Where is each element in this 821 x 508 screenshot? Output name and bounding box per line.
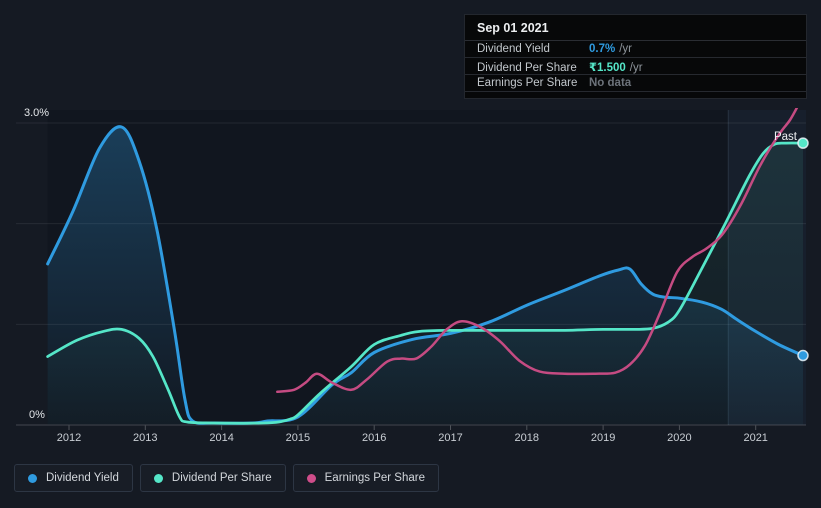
legend-item-dividend-yield[interactable]: Dividend Yield: [14, 464, 133, 492]
series-line-dividend-yield[interactable]: [46, 125, 805, 425]
tooltip-label: Earnings Per Share: [477, 77, 578, 89]
tooltip-value: ₹1.500: [589, 62, 626, 74]
chart-tooltip: Sep 01 2021 Dividend Yield 0.7% /yr Divi…: [464, 14, 807, 99]
end-dot-dividend-per-share[interactable]: [797, 137, 809, 149]
tooltip-row-dividend-yield: Dividend Yield 0.7% /yr: [465, 41, 806, 58]
x-tick-label-2013: 2013: [133, 432, 157, 444]
chart-legend: Dividend Yield Dividend Per Share Earnin…: [14, 464, 439, 492]
legend-label: Earnings Per Share: [324, 472, 425, 484]
x-tick-label-2018: 2018: [515, 432, 539, 444]
tooltip-row-earnings-per-share: Earnings Per Share No data: [465, 75, 806, 92]
tooltip-date: Sep 01 2021: [465, 15, 806, 41]
earnings-per-share-dot-icon: [306, 473, 316, 483]
tooltip-label: Dividend Per Share: [477, 62, 577, 74]
dividend-per-share-dot-icon: [153, 473, 163, 483]
tooltip-value: No data: [589, 77, 632, 89]
x-tick-label-2017: 2017: [438, 432, 462, 444]
x-tick-label-2019: 2019: [591, 432, 615, 444]
tooltip-label: Dividend Yield: [477, 43, 550, 55]
legend-label: Dividend Per Share: [171, 472, 272, 484]
area-fill-dividend-per-share: [47, 143, 804, 425]
x-tick-label-2016: 2016: [362, 432, 386, 444]
series-line-dividend-per-share[interactable]: [46, 141, 805, 425]
end-dot-dividend-yield[interactable]: [797, 349, 809, 362]
legend-item-dividend-per-share[interactable]: Dividend Per Share: [139, 464, 286, 492]
past-label: Past: [774, 131, 798, 143]
tooltip-unit: /yr: [629, 62, 643, 74]
legend-item-earnings-per-share[interactable]: Earnings Per Share: [292, 464, 439, 492]
dividend-yield-dot-icon: [28, 473, 37, 483]
y-axis-label-3.0%: 3.0%: [24, 107, 49, 119]
x-tick-label-2012: 2012: [57, 432, 81, 444]
tooltip-row-dividend-per-share: Dividend Per Share ₹1.500 /yr: [465, 58, 806, 75]
x-tick-label-2015: 2015: [286, 432, 310, 444]
tooltip-value: 0.7%: [589, 43, 616, 55]
x-tick-label-2014: 2014: [209, 432, 233, 444]
legend-label: Dividend Yield: [46, 472, 119, 484]
series-line-earnings-per-share[interactable]: [276, 105, 799, 394]
y-axis-label-0%: 0%: [29, 409, 45, 421]
x-tick-label-2021: 2021: [743, 432, 767, 444]
x-tick-label-2020: 2020: [667, 432, 691, 444]
tooltip-unit: /yr: [619, 43, 632, 55]
